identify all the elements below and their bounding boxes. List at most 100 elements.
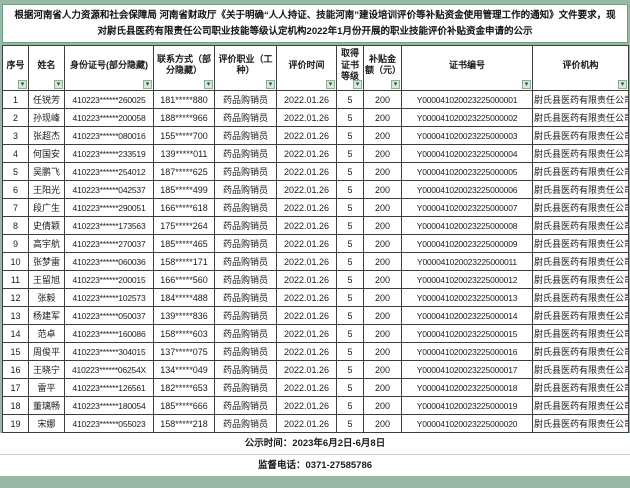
filter-dropdown-icon[interactable]: ▾ <box>54 80 63 90</box>
cell-org: 尉氏县医药有限责任公司 <box>532 324 629 344</box>
cell-org: 尉氏县医药有限责任公司 <box>532 270 629 290</box>
column-header-org: 评价机构 ▾ <box>532 45 629 92</box>
cell-id-number: 410223******102573 <box>64 288 154 308</box>
cell-index: 13 <box>2 306 29 326</box>
cell-phone: 185*****465 <box>153 234 215 254</box>
cell-cert-number: Y000041020023225000014 <box>401 306 533 326</box>
table-row: 14 范卓 410223******160086 158*****603 药品购销员 20… <box>2 324 629 344</box>
cell-eval-date: 2022.01.26 <box>276 324 337 344</box>
cell-eval-date: 2022.01.26 <box>276 162 337 182</box>
cell-name: 杨建军 <box>28 306 65 326</box>
cell-phone: 188*****966 <box>153 108 215 128</box>
cell-id-number: 410223******060036 <box>64 252 154 272</box>
cell-org: 尉氏县医药有限责任公司 <box>532 162 629 182</box>
cell-eval-date: 2022.01.26 <box>276 414 337 434</box>
cell-cert-number: Y000041020023225000015 <box>401 324 533 344</box>
column-header-label: 取得证书等级 <box>340 48 359 81</box>
cell-phone: 158*****171 <box>153 252 215 272</box>
cell-org: 尉氏县医药有限责任公司 <box>532 180 629 200</box>
table-row: 3 张超杰 410223******080016 155*****700 药品购销员 20… <box>2 126 629 146</box>
table-row: 19 宋娜 410223******055023 158*****218 药品购销员 20… <box>2 414 629 434</box>
table-row: 13 杨建军 410223******050037 139*****836 药品购销员 2… <box>2 306 629 326</box>
cell-org: 尉氏县医药有限责任公司 <box>532 234 629 254</box>
table-row: 4 何国安 410223******233519 139*****011 药品购销员 20… <box>2 144 629 164</box>
table-row: 16 王晓宁 410223******06254X 134*****049 药品购销员 2… <box>2 360 629 380</box>
cell-subsidy: 200 <box>363 288 402 308</box>
cell-cert-number: Y000041020023225000018 <box>401 378 533 398</box>
cell-name: 张梦雷 <box>28 252 65 272</box>
cell-index: 12 <box>2 288 29 308</box>
cell-cert-number: Y000041020023225000019 <box>401 396 533 416</box>
cell-cert-level: 5 <box>336 270 364 290</box>
column-header-label: 姓名 <box>37 59 56 70</box>
cell-phone: 181*****880 <box>153 90 215 110</box>
cell-cert-number: Y000041020023225000007 <box>401 198 533 218</box>
cell-name: 范卓 <box>28 324 65 344</box>
cell-cert-level: 5 <box>336 396 364 416</box>
cell-subsidy: 200 <box>363 360 402 380</box>
cell-subsidy: 200 <box>363 162 402 182</box>
cell-name: 王晓宁 <box>28 360 65 380</box>
cell-subsidy: 200 <box>363 216 402 236</box>
filter-dropdown-icon[interactable]: ▾ <box>353 80 362 90</box>
cell-occupation: 药品购销员 <box>214 90 277 110</box>
cell-eval-date: 2022.01.26 <box>276 198 337 218</box>
cell-name: 王阳光 <box>28 180 65 200</box>
cell-id-number: 410223******290051 <box>64 198 154 218</box>
cell-eval-date: 2022.01.26 <box>276 342 337 362</box>
filter-dropdown-icon[interactable]: ▾ <box>326 80 335 90</box>
cell-cert-level: 5 <box>336 360 364 380</box>
cell-index: 5 <box>2 162 29 182</box>
cell-subsidy: 200 <box>363 342 402 362</box>
cell-phone: 134*****049 <box>153 360 215 380</box>
cell-id-number: 410223******173563 <box>64 216 154 236</box>
cell-name: 周俊平 <box>28 342 65 362</box>
filter-dropdown-icon[interactable]: ▾ <box>522 80 531 90</box>
filter-dropdown-icon[interactable]: ▾ <box>391 80 400 90</box>
cell-eval-date: 2022.01.26 <box>276 378 337 398</box>
cell-subsidy: 200 <box>363 414 402 434</box>
cell-cert-level: 5 <box>336 180 364 200</box>
filter-dropdown-icon[interactable]: ▾ <box>143 80 152 90</box>
cell-cert-level: 5 <box>336 342 364 362</box>
cell-cert-level: 5 <box>336 126 364 146</box>
filter-dropdown-icon[interactable]: ▾ <box>204 80 213 90</box>
cell-org: 尉氏县医药有限责任公司 <box>532 306 629 326</box>
cell-subsidy: 200 <box>363 252 402 272</box>
cell-name: 史倩颖 <box>28 216 65 236</box>
filter-dropdown-icon[interactable]: ▾ <box>618 80 627 90</box>
cell-occupation: 药品购销员 <box>214 144 277 164</box>
cell-index: 15 <box>2 342 29 362</box>
cell-name: 董璃畅 <box>28 396 65 416</box>
subsidy-publicity-table: 序号 ▾ 姓名 ▾ 身份证号(部分隐藏) ▾ 联系方式（部分隐藏） ▾ 评价职业（工种） ▾ 评价时… <box>2 45 629 434</box>
cell-cert-number: Y000041020023225000001 <box>401 90 533 110</box>
cell-occupation: 药品购销员 <box>214 108 277 128</box>
cell-cert-number: Y000041020023225000011 <box>401 252 533 272</box>
cell-org: 尉氏县医药有限责任公司 <box>532 360 629 380</box>
cell-phone: 139*****836 <box>153 306 215 326</box>
table-row: 12 张毅 410223******102573 184*****488 药品购销员 20… <box>2 288 629 308</box>
cell-subsidy: 200 <box>363 180 402 200</box>
cell-id-number: 410223******180054 <box>64 396 154 416</box>
cell-index: 11 <box>2 270 29 290</box>
cell-phone: 182*****653 <box>153 378 215 398</box>
filter-dropdown-icon[interactable]: ▾ <box>266 80 275 90</box>
cell-cert-level: 5 <box>336 288 364 308</box>
table-row: 17 雷平 410223******126561 182*****653 药品购销员 20… <box>2 378 629 398</box>
cell-eval-date: 2022.01.26 <box>276 108 337 128</box>
cell-eval-date: 2022.01.26 <box>276 180 337 200</box>
column-header-index: 序号 ▾ <box>2 45 29 92</box>
cell-org: 尉氏县医药有限责任公司 <box>532 288 629 308</box>
cell-org: 尉氏县医药有限责任公司 <box>532 90 629 110</box>
cell-id-number: 410223******260025 <box>64 90 154 110</box>
cell-name: 吴鹏飞 <box>28 162 65 182</box>
filter-dropdown-icon[interactable]: ▾ <box>18 80 27 90</box>
cell-cert-level: 5 <box>336 144 364 164</box>
table-row: 1 任锐芳 410223******260025 181*****880 药品购销员 20… <box>2 90 629 110</box>
cell-index: 10 <box>2 252 29 272</box>
column-header-label: 评价时间 <box>288 59 325 70</box>
cell-id-number: 410223******06254X <box>64 360 154 380</box>
table-row: 9 高宇航 410223******270037 185*****465 药品购销员 20… <box>2 234 629 254</box>
cell-name: 段广生 <box>28 198 65 218</box>
cell-occupation: 药品购销员 <box>214 162 277 182</box>
